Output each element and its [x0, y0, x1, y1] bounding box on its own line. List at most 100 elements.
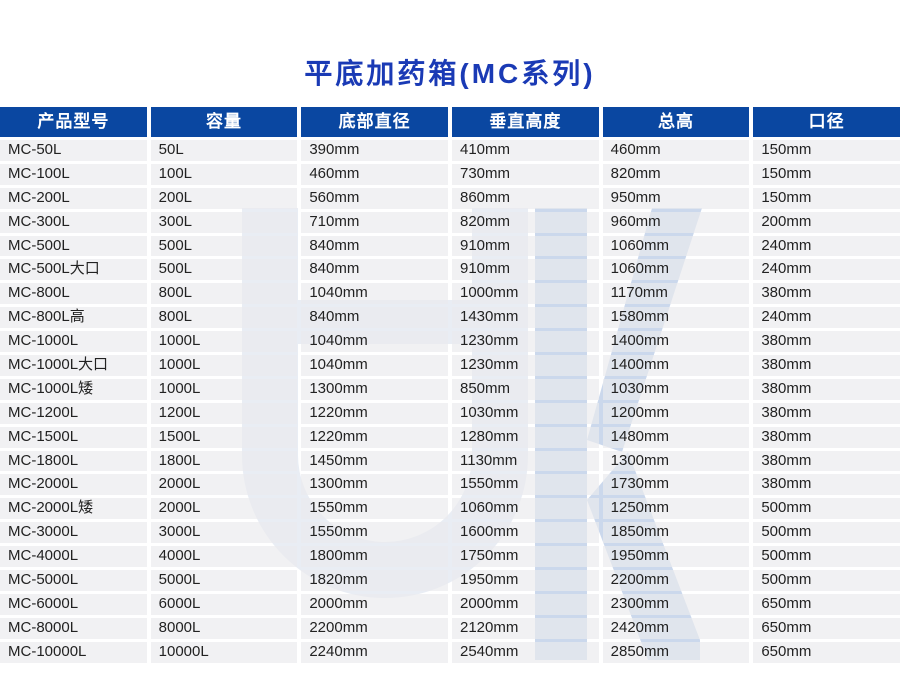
table-row: MC-800L高 800L 840mm 1430mm 1580mm 240mm [0, 307, 900, 329]
table-cell: 820mm [452, 211, 599, 233]
table-cell: 1250mm [602, 498, 750, 520]
table-cell: 460mm [602, 140, 750, 161]
table-row: MC-2000L矮 2000L 1550mm 1060mm 1250mm 500mm [0, 498, 900, 520]
table-cell: 950mm [602, 187, 750, 209]
table-cell: 1950mm [602, 546, 750, 568]
table-cell: 1400mm [602, 331, 750, 353]
table-cell: 1060mm [602, 235, 750, 257]
table-cell: 3000L [150, 522, 298, 544]
table-cell: MC-50L [0, 140, 147, 161]
table-cell: 1800L [150, 450, 298, 472]
table-cell: 200mm [753, 211, 900, 233]
table-cell: MC-1000L大口 [0, 355, 147, 376]
table-row: MC-1000L 1000L 1040mm 1230mm 1400mm 380mm [0, 331, 900, 353]
column-header-5: 总高 [602, 107, 750, 137]
table-cell: 650mm [753, 593, 900, 615]
table-cell: MC-500L大口 [0, 259, 147, 281]
table-cell: 1600mm [452, 522, 599, 544]
table-row: MC-6000L 6000L 2000mm 2000mm 2300mm 650mm [0, 593, 900, 615]
table-row: MC-1800L 1800L 1450mm 1130mm 1300mm 380mm [0, 450, 900, 472]
table-row: MC-10000L 10000L 2240mm 2540mm 2850mm 650mm [0, 641, 900, 663]
table-row: MC-100L 100L 460mm 730mm 820mm 150mm [0, 163, 900, 185]
table-cell: 500L [150, 259, 298, 281]
table-cell: MC-500L [0, 235, 147, 257]
table-cell: 800L [150, 283, 298, 305]
table-row: MC-5000L 5000L 1820mm 1950mm 2200mm 500mm [0, 570, 900, 591]
table-cell: 1040mm [301, 355, 448, 376]
table-cell: 150mm [753, 140, 900, 161]
table-cell: 2000L [150, 498, 298, 520]
table-cell: 840mm [301, 235, 448, 257]
table-cell: 100L [150, 163, 298, 185]
table-cell: 1800mm [301, 546, 448, 568]
table-cell: 800L [150, 307, 298, 329]
table-cell: 1500L [150, 426, 298, 448]
table-cell: 380mm [753, 450, 900, 472]
table-cell: MC-1000L [0, 331, 147, 353]
table-cell: 6000L [150, 593, 298, 615]
table-cell: 1300mm [301, 378, 448, 400]
table-cell: MC-200L [0, 187, 147, 209]
table-cell: 960mm [602, 211, 750, 233]
column-header-1: 产品型号 [0, 107, 147, 137]
table-row: MC-50L 50L 390mm 410mm 460mm 150mm [0, 140, 900, 161]
table-cell: 1000L [150, 378, 298, 400]
table-cell: MC-1800L [0, 450, 147, 472]
table-cell: MC-2000L [0, 474, 147, 496]
table-cell: 1550mm [301, 522, 448, 544]
table-row: MC-2000L 2000L 1300mm 1550mm 1730mm 380mm [0, 474, 900, 496]
table-cell: 1130mm [452, 450, 599, 472]
table-cell: MC-800L高 [0, 307, 147, 329]
table-cell: 650mm [753, 641, 900, 663]
table-cell: 1060mm [602, 259, 750, 281]
table-cell: 2200mm [602, 570, 750, 591]
table-row: MC-4000L 4000L 1800mm 1750mm 1950mm 500mm [0, 546, 900, 568]
table-row: MC-500L 500L 840mm 910mm 1060mm 240mm [0, 235, 900, 257]
table-cell: MC-10000L [0, 641, 147, 663]
table-cell: 650mm [753, 617, 900, 639]
column-header-6: 口径 [753, 107, 900, 137]
table-row: MC-1500L 1500L 1220mm 1280mm 1480mm 380mm [0, 426, 900, 448]
table-cell: 300L [150, 211, 298, 233]
table-row: MC-1000L矮 1000L 1300mm 850mm 1030mm 380mm [0, 378, 900, 400]
table-cell: 4000L [150, 546, 298, 568]
table-cell: 1040mm [301, 283, 448, 305]
table-cell: 1480mm [602, 426, 750, 448]
table-cell: 1000L [150, 331, 298, 353]
table-cell: 1230mm [452, 355, 599, 376]
table-cell: 1000mm [452, 283, 599, 305]
table-cell: 500mm [753, 498, 900, 520]
table-cell: 410mm [452, 140, 599, 161]
table-cell: 2540mm [452, 641, 599, 663]
table-cell: 1170mm [602, 283, 750, 305]
table-row: MC-500L大口 500L 840mm 910mm 1060mm 240mm [0, 259, 900, 281]
table-cell: 1200L [150, 402, 298, 424]
table-cell: 840mm [301, 259, 448, 281]
table-cell: 1550mm [452, 474, 599, 496]
table-cell: 2850mm [602, 641, 750, 663]
table-cell: 1060mm [452, 498, 599, 520]
table-cell: 1430mm [452, 307, 599, 329]
table-cell: 240mm [753, 259, 900, 281]
table-cell: 380mm [753, 474, 900, 496]
table-cell: 710mm [301, 211, 448, 233]
table-cell: 730mm [452, 163, 599, 185]
product-spec-table: 产品型号 容量 底部直径 垂直高度 总高 口径 MC-50L 50L 390mm 410mm 46… [0, 107, 900, 663]
table-cell: 1220mm [301, 402, 448, 424]
table-cell: 1580mm [602, 307, 750, 329]
table-row: MC-3000L 3000L 1550mm 1600mm 1850mm 500mm [0, 522, 900, 544]
table-cell: 1230mm [452, 331, 599, 353]
table-cell: MC-6000L [0, 593, 147, 615]
table-cell: MC-4000L [0, 546, 147, 568]
table-cell: 1550mm [301, 498, 448, 520]
table-cell: 1450mm [301, 450, 448, 472]
table-cell: 2420mm [602, 617, 750, 639]
table-header-row: 产品型号 容量 底部直径 垂直高度 总高 口径 [0, 107, 900, 137]
table-body: MC-50L 50L 390mm 410mm 460mm 150mm MC-100L 100L… [0, 140, 900, 663]
table-cell: 860mm [452, 187, 599, 209]
table-cell: 2300mm [602, 593, 750, 615]
table-cell: 850mm [452, 378, 599, 400]
table-cell: 500mm [753, 570, 900, 591]
table-cell: 380mm [753, 283, 900, 305]
table-cell: 2000mm [301, 593, 448, 615]
